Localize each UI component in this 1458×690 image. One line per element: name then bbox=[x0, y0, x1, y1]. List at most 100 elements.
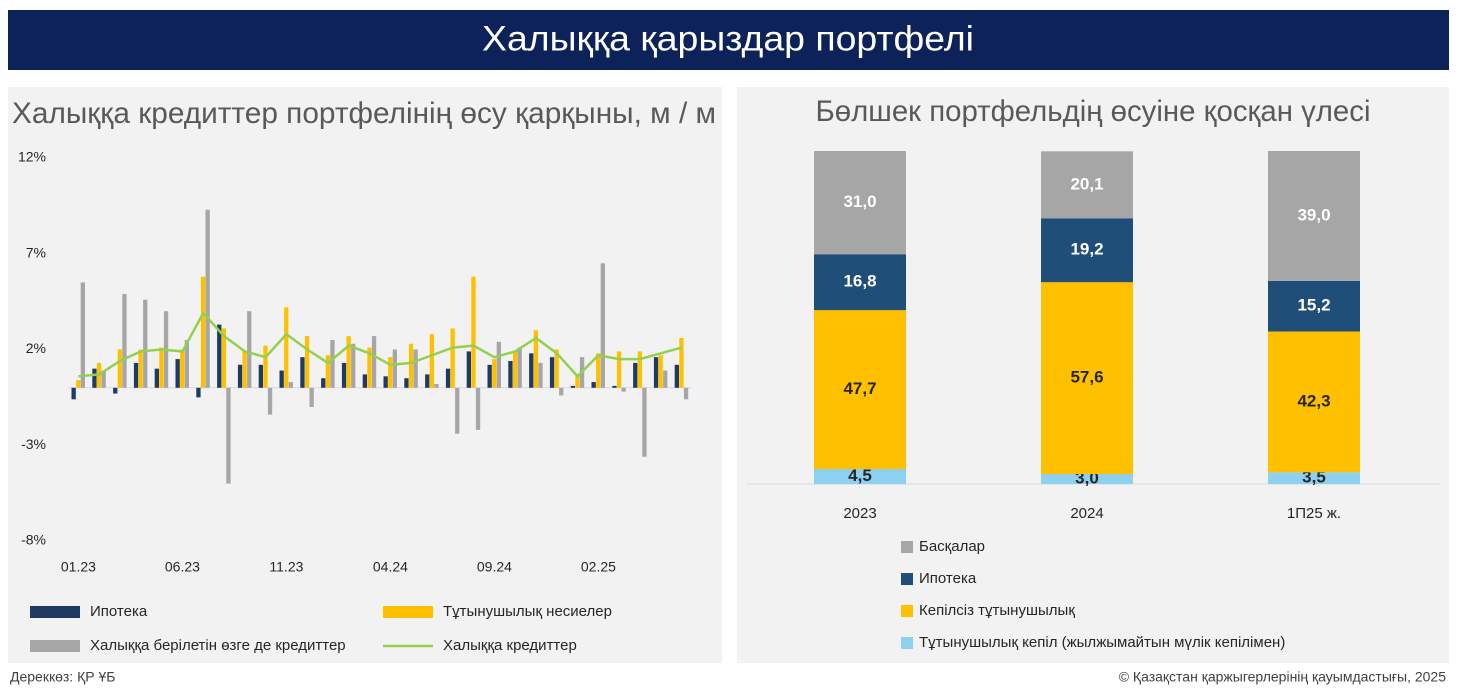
bar bbox=[658, 355, 663, 388]
bar bbox=[425, 374, 430, 388]
data-label: 3,5 bbox=[1302, 468, 1326, 487]
copyright: © Қазақстан қаржыгерлерінің қауымдастығы… bbox=[1119, 669, 1446, 685]
bar bbox=[80, 282, 85, 388]
legend-label: Ипотека bbox=[919, 570, 977, 587]
bar bbox=[205, 209, 210, 388]
bar bbox=[309, 387, 314, 407]
bar bbox=[549, 357, 555, 388]
bar bbox=[434, 383, 439, 388]
bar-segment bbox=[1268, 472, 1360, 484]
bar bbox=[642, 387, 647, 457]
line bbox=[78, 310, 682, 379]
bar bbox=[101, 370, 106, 388]
legend-swatch bbox=[30, 606, 80, 618]
source-note: Дереккөз: ҚР ҰБ bbox=[10, 669, 115, 685]
bar bbox=[512, 351, 518, 388]
legend-label: Халыққа берілетін өзге де кредиттер bbox=[90, 637, 346, 654]
bar bbox=[554, 349, 559, 388]
bar-segment bbox=[1041, 151, 1133, 219]
legend-swatch bbox=[901, 605, 913, 617]
bar bbox=[570, 385, 575, 388]
bar bbox=[383, 376, 388, 388]
x-tick-label: 1П25 ж. bbox=[1287, 505, 1341, 522]
bar bbox=[154, 368, 159, 388]
bar bbox=[674, 364, 679, 388]
bar bbox=[475, 387, 481, 430]
bar-segment bbox=[814, 151, 906, 255]
bar bbox=[300, 357, 305, 388]
legend-label: Кепілсіз тұтынушылық bbox=[919, 602, 1075, 619]
data-label: 19,2 bbox=[1070, 240, 1103, 259]
data-label: 15,2 bbox=[1297, 296, 1330, 315]
bar-segment bbox=[814, 254, 906, 311]
bar bbox=[247, 311, 252, 388]
bar bbox=[263, 345, 268, 388]
legend-swatch bbox=[901, 573, 913, 585]
legend-label: Тұтынушылық кепіл (жылжымайтын мүлік кеп… bbox=[919, 634, 1285, 651]
bar bbox=[408, 343, 414, 388]
bar bbox=[679, 338, 684, 388]
bar bbox=[616, 351, 622, 388]
bar bbox=[226, 387, 231, 484]
bar bbox=[637, 351, 642, 388]
bar bbox=[367, 347, 372, 388]
bar bbox=[279, 370, 284, 388]
chart-title: Халыққа кредиттер портфелінің өсу қарқын… bbox=[12, 97, 716, 130]
header-banner bbox=[8, 10, 1449, 70]
legend-swatch bbox=[30, 640, 80, 652]
bar bbox=[133, 362, 139, 388]
bar bbox=[258, 364, 263, 388]
bar bbox=[559, 387, 564, 396]
bar bbox=[221, 328, 226, 388]
bar bbox=[653, 357, 659, 388]
bar bbox=[533, 330, 538, 388]
legend-swatch bbox=[901, 637, 913, 649]
bar bbox=[159, 347, 164, 388]
data-label: 20,1 bbox=[1070, 174, 1103, 193]
bar bbox=[455, 387, 460, 434]
bar bbox=[600, 263, 605, 388]
bar bbox=[445, 368, 451, 388]
x-tick-label: 11.23 bbox=[269, 559, 303, 575]
bar bbox=[388, 357, 393, 388]
data-label: 57,6 bbox=[1070, 368, 1103, 387]
bar bbox=[288, 382, 293, 388]
bar bbox=[538, 362, 543, 388]
bar bbox=[492, 359, 497, 388]
legend-swatch bbox=[383, 606, 433, 618]
bar bbox=[466, 351, 471, 388]
bar-segment bbox=[1268, 280, 1360, 332]
bar bbox=[92, 368, 97, 388]
data-label: 16,8 bbox=[843, 272, 876, 291]
bar bbox=[351, 343, 356, 388]
bar-segment bbox=[1041, 282, 1133, 475]
y-tick-label: -3% bbox=[21, 436, 46, 452]
bar bbox=[591, 382, 596, 388]
data-label: 31,0 bbox=[843, 192, 876, 211]
bar-segment bbox=[814, 310, 906, 470]
legend-label: Басқалар bbox=[919, 538, 985, 555]
bar-segment bbox=[814, 469, 906, 484]
x-tick-label: 2023 bbox=[843, 505, 876, 522]
bar-segment bbox=[1268, 151, 1360, 281]
legend-label: Ипотека bbox=[90, 603, 148, 620]
bar bbox=[496, 341, 501, 388]
bar bbox=[304, 336, 310, 388]
bar bbox=[180, 349, 185, 388]
data-label: 42,3 bbox=[1297, 391, 1330, 410]
bar bbox=[517, 347, 522, 388]
y-tick-label: 7% bbox=[26, 244, 46, 260]
legend-label: Тұтынушылық несиелер bbox=[443, 603, 612, 620]
bar bbox=[217, 324, 222, 388]
x-tick-label: 06.23 bbox=[165, 559, 200, 575]
bar bbox=[284, 307, 289, 388]
bar bbox=[633, 362, 638, 388]
bar bbox=[330, 339, 335, 388]
bar bbox=[175, 359, 180, 388]
bar bbox=[321, 378, 326, 388]
bar bbox=[371, 336, 377, 388]
bar bbox=[508, 360, 513, 388]
bar-segment bbox=[1268, 331, 1360, 473]
data-label: 47,7 bbox=[843, 379, 876, 398]
data-label: 39,0 bbox=[1297, 205, 1330, 224]
